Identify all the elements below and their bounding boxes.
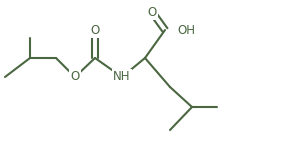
Text: O: O (147, 5, 156, 19)
Text: NH: NH (113, 71, 131, 83)
Text: O: O (90, 24, 100, 36)
Text: OH: OH (177, 24, 195, 36)
Text: O: O (70, 71, 80, 83)
